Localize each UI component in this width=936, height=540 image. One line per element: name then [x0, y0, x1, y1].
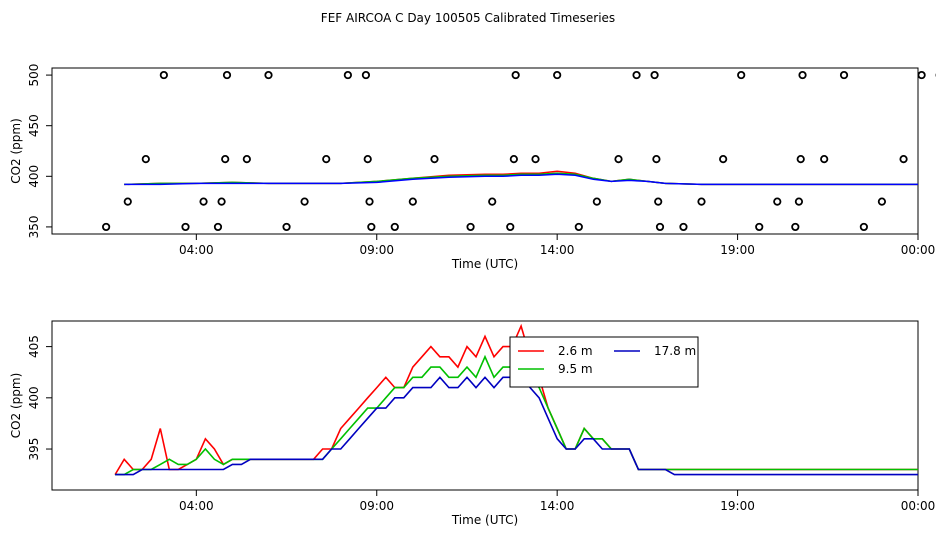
- calibration-point: [574, 222, 583, 232]
- calibration-point: [632, 70, 641, 80]
- timeseries-panel: 04:00 09:00 14:00 19:00 00:00 395 400 405 Time (…: [9, 320, 936, 527]
- calibration-point: [679, 222, 688, 232]
- calibration-point: [697, 197, 706, 206]
- calibration-point: [719, 154, 728, 164]
- calibration-point: [652, 154, 661, 164]
- calibration-point: [466, 222, 475, 232]
- calibration-point: [322, 154, 331, 164]
- plot-area: [124, 170, 918, 186]
- calibration-point: [509, 154, 518, 164]
- calibration-point: [798, 70, 807, 80]
- calibration-point: [242, 154, 251, 164]
- calibration-point: [737, 70, 746, 80]
- calibration-point: [592, 197, 601, 206]
- calibration-point: [363, 154, 372, 164]
- calibration-point: [343, 70, 352, 80]
- calibration-point: [199, 197, 208, 206]
- x-tick-label: 00:00: [901, 243, 936, 257]
- plot-frame: [51, 67, 919, 235]
- calibration-point: [365, 197, 374, 206]
- x-axis-label: Time (UTC): [451, 257, 518, 271]
- calibration-point: [367, 222, 376, 232]
- y-tick-label: 400: [27, 386, 41, 409]
- legend-label: 9.5 m: [558, 362, 593, 376]
- calibration-point: [488, 197, 497, 206]
- x-tick-label: 09:00: [359, 243, 394, 257]
- legend-box: [509, 336, 699, 388]
- calibration-point: [181, 222, 190, 232]
- calibration-point: [839, 70, 849, 80]
- calibration-point: [859, 222, 868, 232]
- calibration-point: [917, 70, 926, 80]
- calibration-point: [217, 197, 226, 206]
- calibration-point: [796, 154, 805, 164]
- calibration-point: [221, 154, 230, 164]
- calibration-point: [506, 222, 515, 232]
- calibration-point: [531, 154, 540, 164]
- calibration-point: [755, 222, 764, 232]
- y-axis-label: CO2 (ppm): [9, 373, 23, 439]
- calibration-point: [650, 70, 659, 80]
- calibration-point: [361, 70, 371, 80]
- calibration-point: [408, 197, 417, 206]
- calibration-point: [159, 70, 168, 80]
- calibration-point: [655, 222, 665, 232]
- calibration-point: [877, 197, 887, 206]
- calibration-point: [553, 70, 562, 80]
- legend: 2.6 m 9.5 m 17.8 m: [509, 336, 699, 388]
- x-tick-label: 19:00: [720, 499, 755, 513]
- calibration-point: [654, 197, 663, 206]
- x-axis-label: Time (UTC): [451, 513, 518, 527]
- y-tick-label: 500: [27, 64, 41, 87]
- calibration-point: [123, 197, 132, 206]
- calibration-point: [899, 154, 908, 164]
- y-tick-label: 350: [27, 215, 41, 238]
- calibration-point: [222, 70, 232, 80]
- series-line: [124, 173, 918, 186]
- y-tick-label: 400: [27, 165, 41, 188]
- y-axis-label: CO2 (ppm): [9, 118, 23, 184]
- x-tick-label: 14:00: [540, 499, 575, 513]
- x-tick-label: 04:00: [179, 499, 214, 513]
- plot-frame: [51, 320, 919, 491]
- x-tick-label: 04:00: [179, 243, 214, 257]
- calibration-point: [300, 197, 309, 206]
- y-tick-label: 450: [27, 114, 41, 137]
- x-tick-label: 14:00: [540, 243, 575, 257]
- y-tick-label: 395: [27, 438, 41, 461]
- calibration-point: [264, 70, 273, 80]
- chart-title: FEF AIRCOA C Day 100505 Calibrated Times…: [321, 11, 615, 25]
- calibration-point: [794, 197, 804, 206]
- calibration-point: [614, 154, 623, 164]
- x-tick-label: 09:00: [359, 499, 394, 513]
- calibration-point: [773, 197, 782, 206]
- calibration-point: [820, 154, 829, 164]
- calibration-point: [141, 154, 150, 164]
- calibration-point: [213, 222, 223, 232]
- y-tick-label: 405: [27, 335, 41, 358]
- calibration-point: [282, 222, 291, 232]
- calibration-point: [390, 222, 399, 232]
- calibration-point: [511, 70, 520, 80]
- legend-label: 2.6 m: [558, 344, 593, 358]
- calibration-point: [791, 222, 800, 232]
- x-tick-label: 00:00: [901, 499, 936, 513]
- x-tick-label: 19:00: [720, 243, 755, 257]
- calibration-panel: 04:00 09:00 14:00 19:00 00:00 350 400 450 500 Tim…: [9, 64, 936, 271]
- legend-label: 17.8 m: [654, 344, 696, 358]
- calibration-point: [430, 154, 439, 164]
- calibration-point: [102, 222, 111, 232]
